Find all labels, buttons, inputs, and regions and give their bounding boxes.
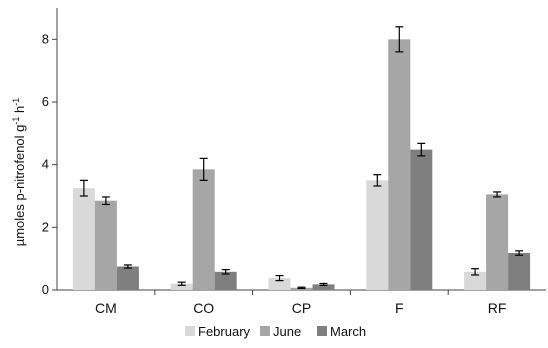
bar [464,271,487,290]
bar [312,284,335,290]
legend-label: June [273,324,301,339]
y-tick-label: 8 [42,31,49,46]
bar [268,278,291,290]
legend-swatch [260,326,270,336]
bar [116,266,139,290]
bar [366,180,389,290]
bars [72,26,531,291]
bar [508,253,531,290]
y-tick-label: 6 [42,94,49,109]
bar [170,283,193,290]
bar [192,169,215,290]
y-tick-label: 4 [42,157,49,172]
bar [94,200,117,290]
bar [388,39,411,291]
x-tick-label: F [395,300,404,316]
x-tick-label: CP [292,300,311,316]
legend-swatch [185,326,195,336]
bar [214,271,237,290]
legend-swatch [317,326,327,336]
legend-label: March [330,324,366,339]
x-tick-label: CO [193,300,214,316]
y-tick-label: 0 [42,282,49,297]
bar [486,194,509,290]
legend: February June March [185,324,366,339]
y-axis-label: µmoles p-nitrofenol g-1 h-1 [11,98,27,247]
x-tick-label: RF [488,300,507,316]
y-tick-label: 2 [42,219,49,234]
x-tick-label: CM [95,300,117,316]
bar [72,188,95,290]
legend-label: February [198,324,251,339]
bar [410,149,433,290]
